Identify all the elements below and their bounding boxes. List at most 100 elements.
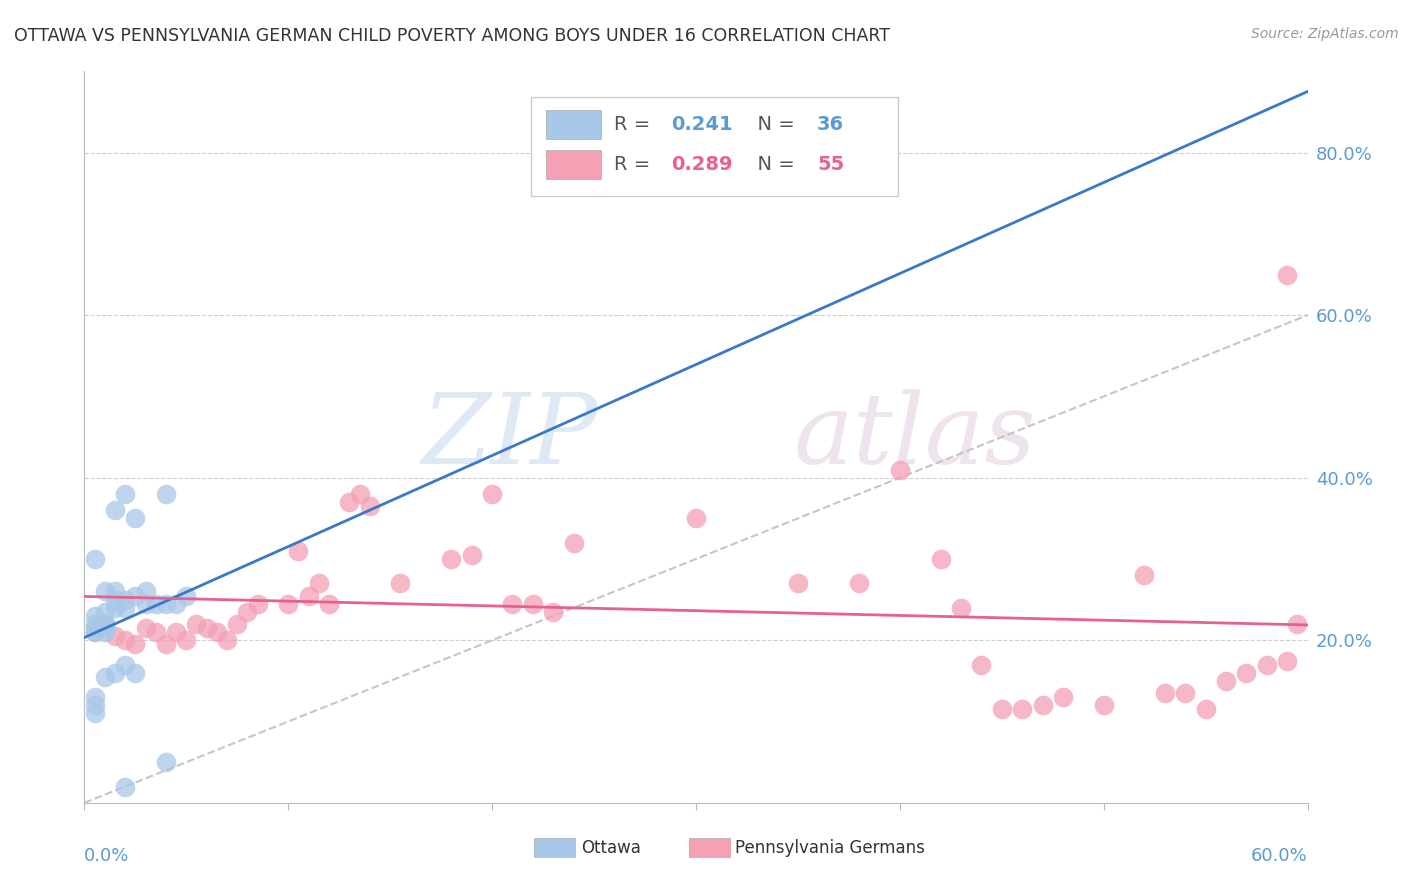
Point (104, 584, 127, 599)
Point (104, 503, 127, 517)
Text: 55: 55 (817, 154, 845, 174)
Point (83, 706, 105, 721)
Text: 0.241: 0.241 (672, 115, 733, 135)
Point (114, 592, 136, 607)
Point (1277, 654, 1299, 668)
Text: N =: N = (745, 154, 801, 174)
Point (104, 629, 127, 643)
Point (114, 487, 136, 501)
Point (246, 597, 269, 611)
Point (155, 755, 177, 769)
Point (93, 621, 115, 635)
Point (93, 670, 115, 684)
Point (124, 665, 146, 680)
Point (93, 584, 115, 599)
Point (787, 576, 810, 591)
Text: 0.0%: 0.0% (84, 847, 129, 864)
Point (950, 600, 973, 615)
Point (277, 597, 299, 611)
Point (205, 625, 228, 640)
Point (124, 511, 146, 525)
Point (83, 698, 105, 713)
Point (1154, 686, 1177, 700)
Point (165, 597, 187, 611)
Text: Ottawa: Ottawa (581, 839, 641, 857)
Point (135, 621, 157, 635)
Text: R =: R = (614, 115, 657, 135)
Point (1195, 702, 1218, 716)
Point (562, 535, 585, 549)
Point (145, 625, 167, 640)
Point (1032, 698, 1054, 713)
Point (991, 702, 1014, 716)
Point (1092, 698, 1115, 713)
Point (308, 576, 330, 591)
Point (114, 657, 136, 672)
Point (104, 665, 127, 680)
Point (1133, 568, 1156, 582)
Point (83, 608, 105, 623)
Text: 36: 36 (817, 115, 844, 135)
FancyBboxPatch shape (546, 110, 600, 139)
Text: Pennsylvania Germans: Pennsylvania Germans (735, 839, 925, 857)
Point (93, 617, 115, 632)
Point (502, 597, 524, 611)
Point (1174, 686, 1197, 700)
Text: Source: ZipAtlas.com: Source: ZipAtlas.com (1251, 27, 1399, 41)
Point (522, 597, 544, 611)
Point (318, 597, 340, 611)
Point (114, 600, 136, 615)
Point (104, 592, 127, 607)
Point (970, 657, 993, 672)
Point (389, 576, 412, 591)
Point (1286, 617, 1309, 632)
Point (83, 621, 105, 635)
Point (1011, 702, 1033, 716)
Point (481, 487, 503, 501)
Point (889, 462, 911, 476)
Point (1052, 690, 1074, 705)
Point (135, 597, 157, 611)
FancyBboxPatch shape (546, 150, 600, 179)
FancyBboxPatch shape (531, 97, 898, 195)
Text: atlas: atlas (794, 390, 1036, 484)
Point (174, 633, 197, 648)
Text: OTTAWA VS PENNSYLVANIA GERMAN CHILD POVERTY AMONG BOYS UNDER 16 CORRELATION CHAR: OTTAWA VS PENNSYLVANIA GERMAN CHILD POVE… (14, 27, 890, 45)
Point (155, 637, 177, 651)
Point (83, 552, 105, 566)
Point (83, 690, 105, 705)
Point (543, 605, 565, 619)
Point (349, 487, 371, 501)
Point (1256, 657, 1278, 672)
Point (287, 544, 309, 558)
Point (114, 633, 136, 648)
Point (226, 617, 249, 632)
Point (83, 621, 105, 635)
Point (135, 584, 157, 599)
Point (93, 625, 115, 640)
Point (339, 495, 361, 509)
Point (195, 621, 218, 635)
Point (236, 605, 259, 619)
Point (685, 511, 707, 525)
Point (93, 605, 115, 619)
Point (1215, 673, 1237, 688)
Point (1236, 665, 1258, 680)
Point (440, 552, 463, 566)
Point (359, 499, 381, 513)
Point (461, 548, 484, 562)
Point (848, 576, 870, 591)
Text: R =: R = (614, 154, 657, 174)
Text: 0.289: 0.289 (672, 154, 733, 174)
Point (929, 552, 952, 566)
Point (83, 617, 105, 632)
Point (124, 637, 146, 651)
Point (83, 625, 105, 640)
Point (83, 625, 105, 640)
Point (186, 617, 208, 632)
Point (174, 589, 197, 603)
Point (93, 617, 115, 632)
Point (124, 589, 146, 603)
Text: 60.0%: 60.0% (1251, 847, 1308, 864)
Text: N =: N = (745, 115, 801, 135)
